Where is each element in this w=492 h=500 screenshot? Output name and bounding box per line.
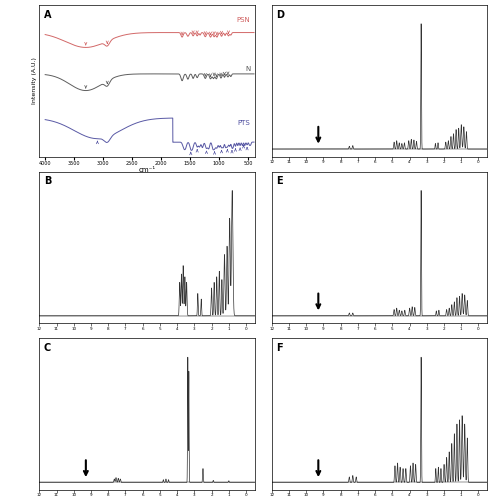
Text: C: C (44, 343, 51, 353)
X-axis label: cm⁻¹: cm⁻¹ (138, 167, 155, 173)
Text: B: B (44, 176, 51, 186)
Text: D: D (276, 10, 284, 20)
Text: E: E (276, 176, 283, 186)
Text: N: N (245, 66, 250, 71)
Text: A: A (44, 10, 51, 20)
Text: PSN: PSN (237, 17, 250, 23)
Y-axis label: Intensity (A.U.): Intensity (A.U.) (31, 58, 36, 104)
Text: PTS: PTS (238, 120, 250, 126)
Text: F: F (276, 343, 283, 353)
